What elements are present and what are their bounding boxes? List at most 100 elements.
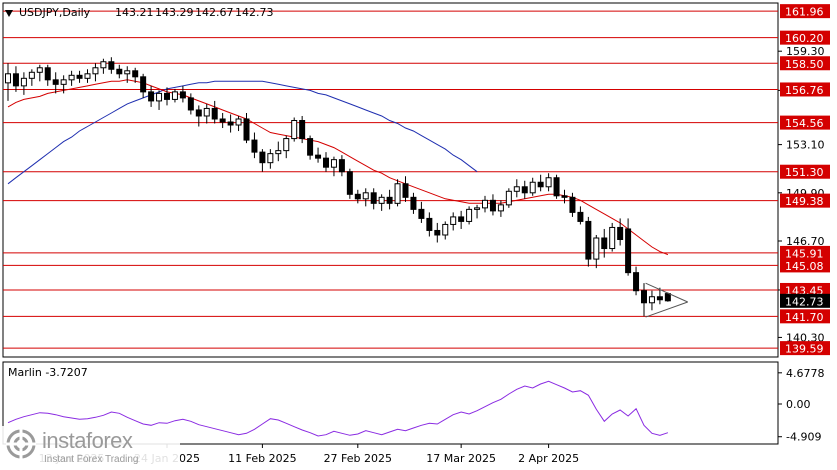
candle-body-0 bbox=[5, 73, 11, 84]
candle-body-14 bbox=[116, 68, 123, 75]
candle-15 bbox=[124, 66, 131, 83]
level-label-5: 151.30 bbox=[780, 164, 830, 179]
candle-24 bbox=[195, 105, 202, 127]
candle-body-7 bbox=[60, 79, 67, 85]
candle-70 bbox=[561, 189, 568, 204]
candle-body-80 bbox=[641, 290, 647, 304]
instaforex-logo-icon bbox=[6, 429, 36, 459]
candle-body-41 bbox=[330, 159, 337, 168]
candle-58 bbox=[466, 206, 473, 225]
candle-body-51 bbox=[410, 196, 417, 210]
level-label-text-1: 160.20 bbox=[785, 32, 824, 45]
candle-25 bbox=[203, 103, 210, 124]
current-price-label: 142.73 bbox=[780, 293, 830, 308]
candle-13 bbox=[108, 57, 115, 74]
level-label-text-8: 145.08 bbox=[785, 260, 824, 273]
candle-body-61 bbox=[489, 199, 496, 212]
menu-triangle-icon[interactable] bbox=[5, 10, 13, 17]
candle-63 bbox=[505, 188, 512, 208]
level-label-box-3 bbox=[780, 82, 830, 97]
candle-69 bbox=[553, 174, 560, 199]
triangle-pattern bbox=[645, 282, 688, 318]
candle-body-42 bbox=[338, 159, 345, 173]
indicator-tick-label-1: 0.00 bbox=[786, 398, 811, 411]
candle-body-83 bbox=[664, 293, 671, 302]
candle-39 bbox=[315, 147, 322, 163]
candle-body-65 bbox=[521, 186, 528, 194]
ohlc-open: 143.21 bbox=[115, 6, 154, 19]
level-label-4: 154.56 bbox=[780, 115, 830, 130]
indicator-tick-label-0: 4.6778 bbox=[786, 367, 825, 380]
level-label-box-4 bbox=[780, 115, 830, 130]
candle-57 bbox=[458, 210, 465, 229]
level-label-2: 158.50 bbox=[780, 56, 830, 71]
candle-body-20 bbox=[164, 92, 170, 100]
candle-38 bbox=[307, 135, 314, 160]
level-label-box-6 bbox=[780, 193, 830, 208]
indicator-panel-frame bbox=[2, 361, 779, 445]
level-label-8: 145.08 bbox=[780, 258, 830, 273]
candle-41 bbox=[330, 156, 337, 177]
candle-body-36 bbox=[291, 119, 298, 140]
candle-55 bbox=[442, 221, 449, 240]
candle-body-22 bbox=[179, 91, 186, 99]
price-tick-label-4: 146.70 bbox=[786, 235, 825, 248]
candle-body-34 bbox=[275, 150, 282, 155]
indicator-tick-label-2: -4.909 bbox=[786, 431, 821, 444]
candle-body-43 bbox=[346, 171, 353, 195]
candle-body-33 bbox=[267, 153, 274, 164]
level-label-7: 145.91 bbox=[780, 245, 830, 260]
candle-14 bbox=[116, 64, 123, 79]
candle-32 bbox=[259, 149, 266, 172]
level-label-text-3: 156.76 bbox=[785, 84, 824, 97]
candle-body-79 bbox=[633, 272, 640, 292]
candle-body-39 bbox=[315, 154, 322, 159]
price-tick-label-2: 153.10 bbox=[786, 139, 825, 152]
level-label-text-0: 161.96 bbox=[785, 6, 824, 19]
candle-65 bbox=[521, 180, 528, 199]
price-tick-label-0: 159.30 bbox=[786, 45, 825, 58]
candle-67 bbox=[537, 174, 544, 192]
candle-54 bbox=[434, 222, 441, 243]
level-label-text-4: 154.56 bbox=[785, 117, 824, 130]
current-price-box bbox=[780, 293, 830, 308]
candle-body-26 bbox=[211, 107, 218, 120]
level-label-text-5: 151.30 bbox=[785, 166, 824, 179]
level-label-0: 161.96 bbox=[780, 4, 830, 19]
candle-body-18 bbox=[148, 91, 155, 102]
candle-body-54 bbox=[434, 229, 441, 236]
instaforex-logo: instaforex Instant Forex Trading bbox=[2, 426, 180, 468]
candle-body-31 bbox=[251, 139, 258, 153]
level-label-6: 149.38 bbox=[780, 193, 830, 208]
candle-62 bbox=[497, 200, 504, 217]
candle-body-35 bbox=[283, 138, 290, 152]
candle-body-68 bbox=[545, 177, 552, 188]
candle-body-74 bbox=[593, 237, 600, 260]
candle-74 bbox=[593, 234, 600, 269]
level-label-text-11: 139.59 bbox=[785, 343, 824, 356]
candle-46 bbox=[370, 188, 377, 210]
candle-3 bbox=[28, 69, 35, 86]
level-label-box-7 bbox=[780, 245, 830, 260]
candle-59 bbox=[474, 204, 481, 219]
candle-22 bbox=[179, 85, 186, 103]
candle-body-70 bbox=[561, 195, 568, 198]
level-label-box-2 bbox=[780, 56, 830, 71]
level-label-3: 156.76 bbox=[780, 82, 830, 97]
candle-body-30 bbox=[243, 118, 250, 141]
candle-body-52 bbox=[418, 208, 425, 219]
candle-9 bbox=[76, 70, 83, 83]
candle-8 bbox=[68, 70, 75, 86]
candle-80 bbox=[641, 283, 647, 317]
candle-47 bbox=[378, 194, 385, 211]
candle-49 bbox=[394, 179, 401, 207]
candle-43 bbox=[346, 168, 353, 199]
candle-body-16 bbox=[132, 70, 139, 78]
candle-body-17 bbox=[140, 76, 147, 93]
candle-body-4 bbox=[36, 67, 43, 73]
candle-body-32 bbox=[259, 151, 266, 164]
candle-body-38 bbox=[307, 138, 314, 156]
candle-68 bbox=[545, 173, 552, 192]
candle-body-49 bbox=[394, 183, 401, 204]
candle-5 bbox=[44, 64, 51, 86]
